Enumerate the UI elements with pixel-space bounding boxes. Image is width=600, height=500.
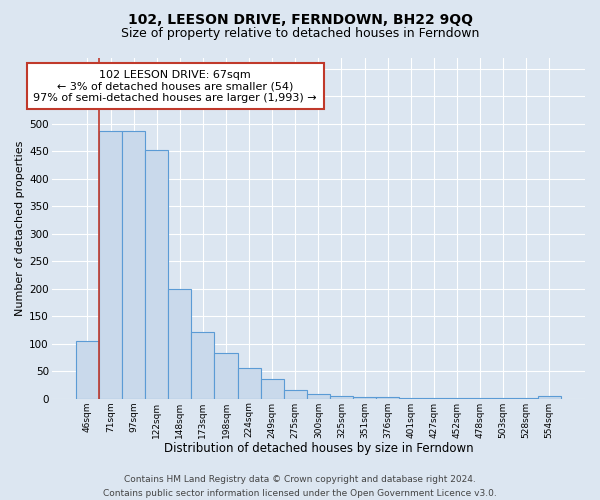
Bar [353, 397, 376, 398]
Bar [191, 332, 214, 398]
Bar [76, 341, 99, 398]
Bar [122, 130, 145, 398]
Bar [214, 353, 238, 399]
Text: Contains HM Land Registry data © Crown copyright and database right 2024.
Contai: Contains HM Land Registry data © Crown c… [103, 476, 497, 498]
Text: 102 LEESON DRIVE: 67sqm
← 3% of detached houses are smaller (54)
97% of semi-det: 102 LEESON DRIVE: 67sqm ← 3% of detached… [34, 70, 317, 102]
Bar [99, 130, 122, 398]
Bar [168, 288, 191, 399]
Text: 102, LEESON DRIVE, FERNDOWN, BH22 9QQ: 102, LEESON DRIVE, FERNDOWN, BH22 9QQ [128, 12, 473, 26]
X-axis label: Distribution of detached houses by size in Ferndown: Distribution of detached houses by size … [164, 442, 473, 455]
Bar [284, 390, 307, 398]
Bar [330, 396, 353, 398]
Bar [238, 368, 260, 398]
Bar [260, 380, 284, 398]
Bar [376, 397, 399, 398]
Bar [538, 396, 561, 398]
Y-axis label: Number of detached properties: Number of detached properties [15, 140, 25, 316]
Bar [307, 394, 330, 398]
Bar [145, 150, 168, 398]
Text: Size of property relative to detached houses in Ferndown: Size of property relative to detached ho… [121, 28, 479, 40]
